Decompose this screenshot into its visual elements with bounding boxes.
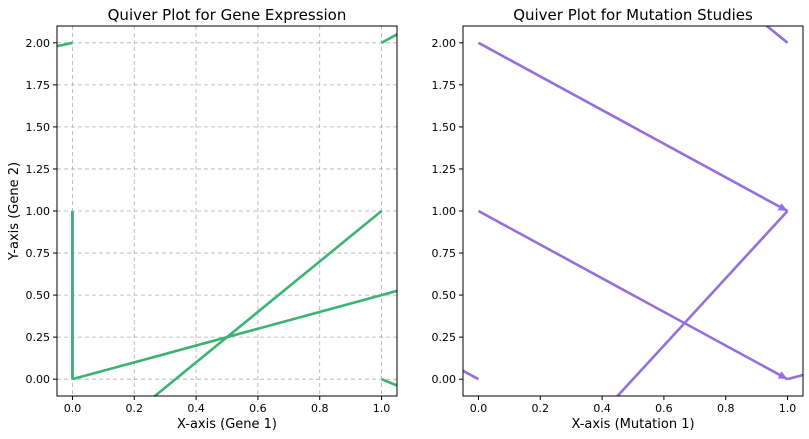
arrow-head <box>760 26 762 27</box>
vector-arrow <box>380 32 397 44</box>
vector-arrow <box>381 377 397 387</box>
x-tick-label: 1.0 <box>373 402 391 415</box>
x-tick-label: 0.6 <box>249 402 267 415</box>
y-axis: 0.00 0.25 0.50 0.75 1.00 1.25 1.50 1.75 2.00 <box>26 37 57 386</box>
y-tick-label: 0.75 <box>26 247 51 260</box>
x-tick-label: 0.2 <box>532 402 550 415</box>
y-tick-label: 1.25 <box>26 163 51 176</box>
gene-expression-panel: Quiver Plot for Gene Expression 0.0 0.2 0.… <box>7 6 398 432</box>
vector-field <box>57 32 397 396</box>
y-tick-label: 1.25 <box>432 163 457 176</box>
x-axis: 0.0 0.2 0.4 0.6 0.8 1.0 <box>470 396 797 415</box>
arrow-head <box>777 371 788 380</box>
vector-arrow <box>615 210 789 396</box>
y-tick-label: 2.00 <box>432 37 457 50</box>
y-tick-label: 1.75 <box>26 79 51 92</box>
x-tick-label: 0.4 <box>187 402 205 415</box>
y-tick-label: 0.25 <box>432 331 457 344</box>
mutation-studies-panel: Quiver Plot for Mutation Studies 0.0 0.2 0… <box>417 6 804 432</box>
x-axis: 0.0 0.2 0.4 0.6 0.8 1.0 <box>64 396 391 415</box>
y-tick-label: 0.50 <box>26 289 51 302</box>
y-tick-label: 1.00 <box>432 205 457 218</box>
vector-arrow <box>463 369 480 381</box>
vector-arrow <box>152 209 383 396</box>
x-tick-label: 1.0 <box>779 402 797 415</box>
x-tick-label: 0.0 <box>64 402 82 415</box>
chart-title: Quiver Plot for Mutation Studies <box>513 6 753 24</box>
arrow-head <box>777 203 788 211</box>
y-tick-label: 0.00 <box>432 373 457 386</box>
y-axis-label: Y-axis (Gene 2) <box>7 162 22 261</box>
y-tick-label: 2.00 <box>26 37 51 50</box>
x-tick-label: 0.2 <box>126 402 144 415</box>
grid <box>57 26 397 396</box>
y-tick-label: 1.75 <box>432 79 457 92</box>
vector-arrow <box>477 41 789 213</box>
y-tick-label: 0.50 <box>432 289 457 302</box>
vector-arrow <box>477 209 789 381</box>
y-tick-label: 0.00 <box>26 373 51 386</box>
y-axis: 0.00 0.25 0.50 0.75 1.00 1.25 1.50 1.75 2.00 <box>432 37 463 386</box>
x-axis-label: X-axis (Gene 1) <box>177 417 277 432</box>
x-tick-label: 0.4 <box>593 402 611 415</box>
x-axis-label: X-axis (Mutation 1) <box>571 417 694 432</box>
y-tick-label: 1.50 <box>432 121 457 134</box>
vector-field <box>417 26 803 396</box>
vector-arrow <box>57 41 73 48</box>
chart-title: Quiver Plot for Gene Expression <box>108 6 347 24</box>
vector-arrow <box>787 373 803 381</box>
arrow-head <box>417 346 427 354</box>
plot-frame <box>462 25 804 397</box>
vector-arrow <box>764 26 789 44</box>
x-tick-label: 0.8 <box>311 402 329 415</box>
x-tick-label: 0.8 <box>717 402 735 415</box>
y-tick-label: 1.50 <box>26 121 51 134</box>
x-tick-label: 0.0 <box>470 402 488 415</box>
y-tick-label: 0.75 <box>432 247 457 260</box>
x-tick-label: 0.6 <box>655 402 673 415</box>
y-tick-label: 1.00 <box>26 205 51 218</box>
vector-arrow <box>72 289 397 381</box>
y-tick-label: 0.25 <box>26 331 51 344</box>
